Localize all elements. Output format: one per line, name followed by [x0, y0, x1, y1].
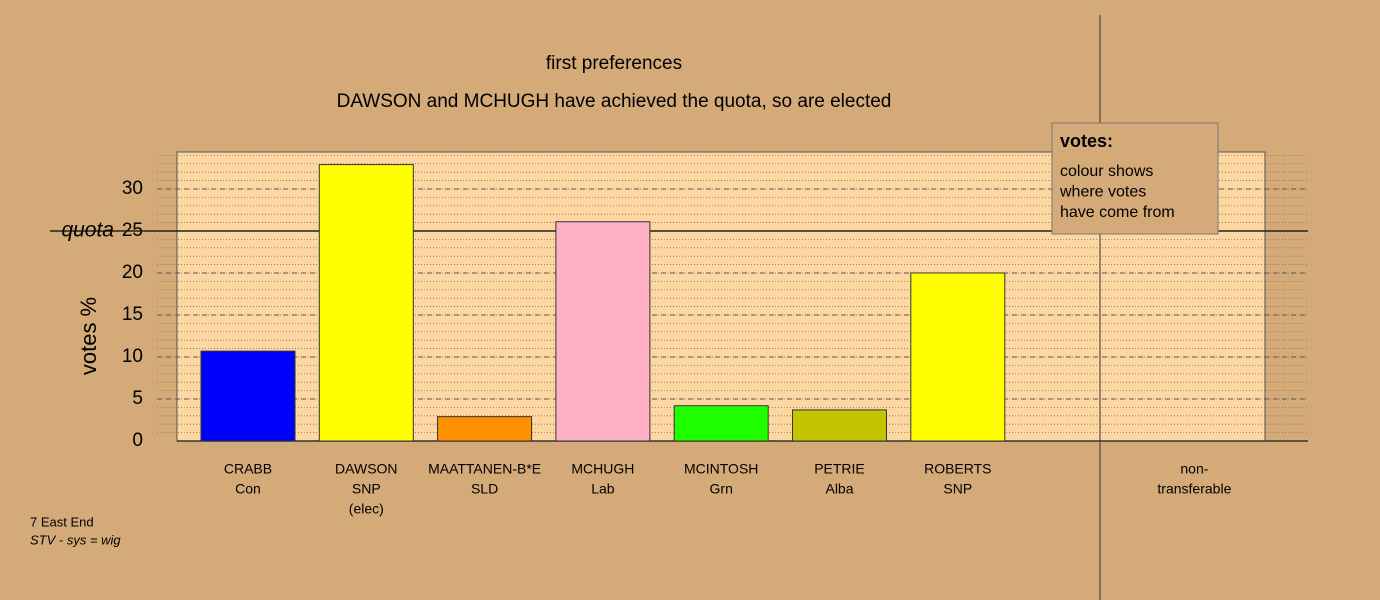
bar: [318, 164, 414, 442]
legend-text: where votes: [1059, 184, 1146, 201]
y-tick-label: 10: [122, 346, 143, 367]
y-tick-label: 5: [132, 388, 143, 409]
x-tick-label: DAWSON: [335, 461, 397, 477]
chart-title: first preferences: [546, 53, 682, 74]
x-tick-label: MCHUGH: [571, 461, 634, 477]
x-tick-label: Alba: [825, 481, 853, 497]
x-tick-label: CRABB: [224, 461, 272, 477]
x-tick-label: (elec): [349, 501, 384, 517]
x-tick-label: non-: [1180, 461, 1208, 477]
x-tick-label: SNP: [943, 481, 972, 497]
y-tick-label: 0: [132, 430, 143, 451]
legend-box: [1051, 122, 1219, 235]
x-tick-label: transferable: [1157, 481, 1231, 497]
x-tick-label: PETRIE: [814, 461, 865, 477]
x-tick-label: Lab: [591, 481, 615, 497]
note: 7 East End: [30, 514, 94, 529]
x-tick-label: SNP: [352, 481, 381, 497]
bar: [910, 272, 1006, 442]
x-tick-label: MCINTOSH: [684, 461, 758, 477]
bar: [555, 221, 651, 442]
y-tick-label: 15: [122, 304, 143, 325]
chart-subtitle: DAWSON and MCHUGH have achieved the quot…: [337, 91, 892, 112]
x-tick-label: ROBERTS: [924, 461, 991, 477]
bar: [437, 416, 533, 442]
bar: [200, 350, 296, 442]
x-tick-label: Grn: [710, 481, 733, 497]
y-tick-label: 30: [122, 178, 143, 199]
y-tick-label: 20: [122, 262, 143, 283]
quota-label: quota: [61, 219, 114, 242]
legend-text: have come from: [1060, 204, 1175, 221]
legend-title: votes:: [1060, 131, 1113, 151]
x-tick-label: SLD: [471, 481, 498, 497]
bar: [792, 409, 887, 442]
bar: [673, 405, 769, 442]
x-tick-label: Con: [235, 481, 261, 497]
legend-text: colour shows: [1060, 163, 1153, 180]
note: STV - sys = wig: [30, 532, 121, 547]
y-axis-label: votes %: [76, 297, 101, 375]
x-tick-label: MAATTANEN-B*E: [428, 461, 541, 477]
